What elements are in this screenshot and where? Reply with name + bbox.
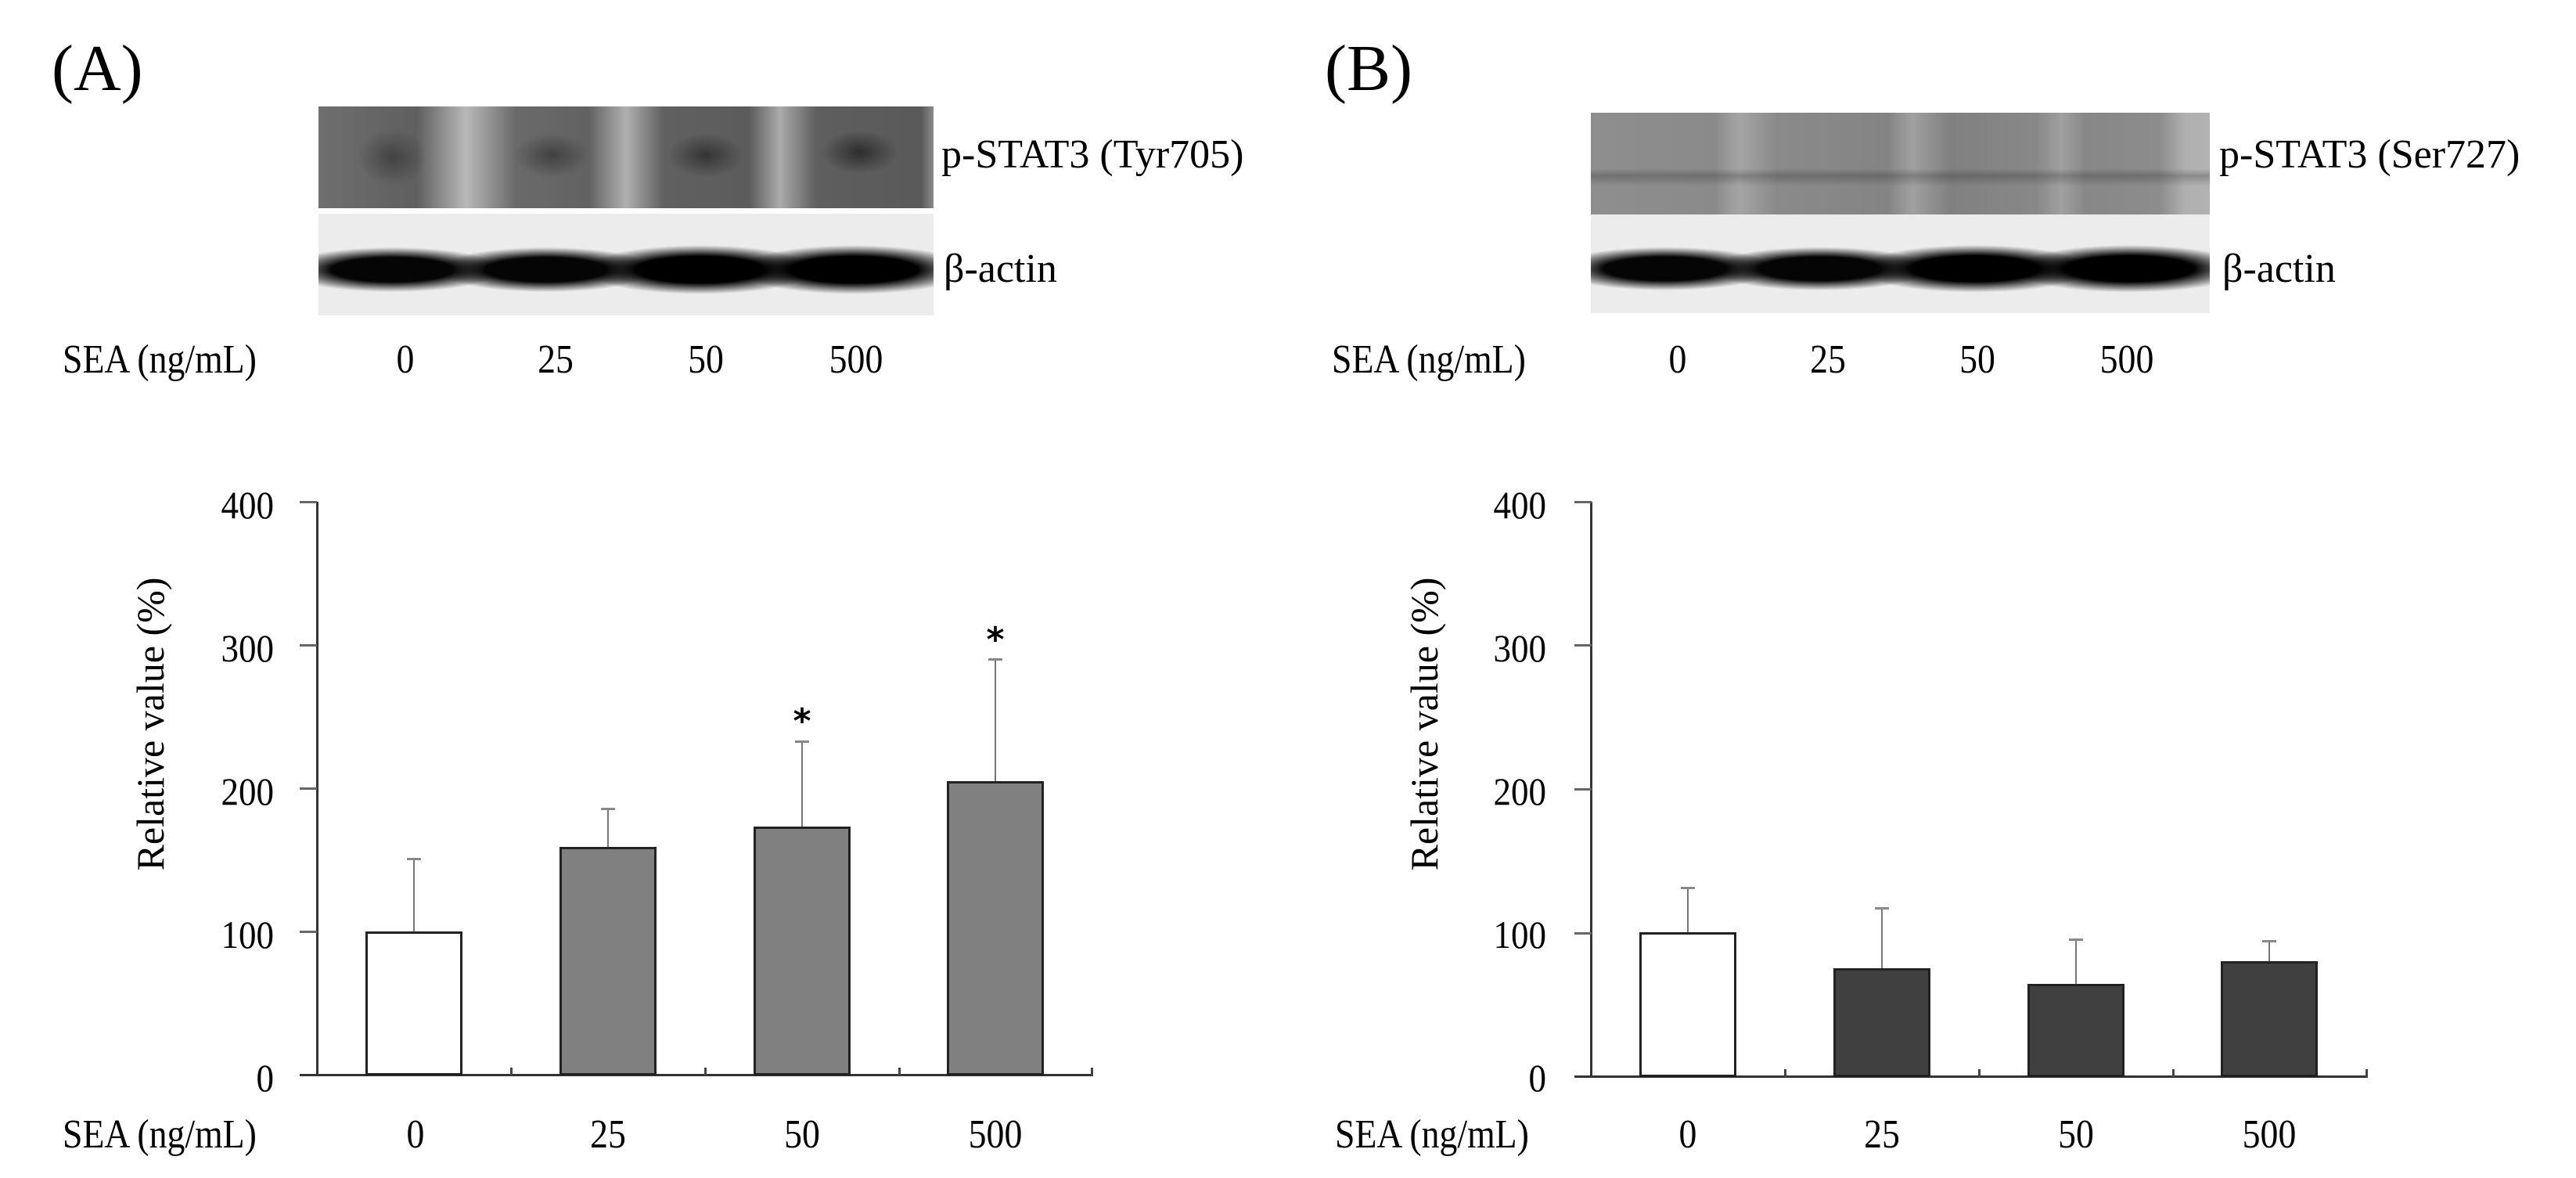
blot-band-beta-actin-b [1591, 214, 2210, 313]
x-tick-label: 50 [2058, 1112, 2094, 1157]
y-tick [300, 787, 317, 790]
x-tick-label: 500 [2242, 1112, 2297, 1157]
blot-label-pstat3-ser727: p-STAT3 (Ser727) [2219, 132, 2520, 177]
y-tick-label: 300 [1493, 626, 1547, 670]
y-tick-label: 0 [256, 1056, 275, 1100]
y-tick [300, 931, 317, 933]
error-bar [1687, 888, 1689, 932]
error-bar [2268, 941, 2270, 961]
error-bar-cap [2262, 940, 2276, 942]
y-tick [1574, 932, 1592, 935]
x-tick [2366, 1069, 2368, 1077]
lane-label: 25 [538, 337, 574, 382]
x-axis-title-a: SEA (ng/mL) [63, 1112, 257, 1157]
x-axis-b [1574, 1075, 2368, 1078]
error-bar-cap [795, 740, 809, 743]
x-tick-label: 50 [784, 1112, 820, 1157]
y-tick-label: 400 [1493, 483, 1547, 527]
x-tick-label: 25 [590, 1112, 626, 1157]
error-bar-cap [1681, 887, 1695, 889]
y-axis-title-b: Relative value (%) [1402, 577, 1446, 871]
blot-label-pstat3-tyr705: p-STAT3 (Tyr705) [941, 132, 1244, 177]
error-bar-cap [601, 808, 615, 810]
x-tick [510, 1068, 513, 1075]
bar-b-25 [1833, 968, 1930, 1077]
lane-label: 25 [1810, 337, 1846, 382]
blot-label-beta-actin-b: β-actin [2222, 247, 2336, 291]
x-tick-label: 25 [1864, 1112, 1900, 1157]
lane-label: 500 [829, 337, 883, 382]
error-bar [413, 859, 415, 931]
error-bar [801, 741, 803, 827]
y-tick [1574, 644, 1592, 647]
x-tick-label: 0 [406, 1112, 425, 1157]
lane-label: 0 [396, 337, 415, 382]
x-tick [1978, 1069, 1981, 1077]
lane-label: 500 [2099, 337, 2154, 382]
y-tick-label: 400 [221, 483, 275, 527]
bar-a-500 [947, 781, 1044, 1075]
y-tick-label: 100 [1493, 913, 1547, 956]
error-bar [1881, 908, 1883, 968]
error-bar-cap [2069, 938, 2083, 941]
panel-a-letter: (A) [52, 32, 143, 105]
y-tick-label: 300 [221, 626, 275, 670]
panel-b-letter: (B) [1325, 32, 1412, 105]
bar-b-500 [2221, 961, 2318, 1077]
error-bar [607, 809, 609, 847]
bar-b-0 [1639, 932, 1736, 1077]
bar-b-50 [2027, 984, 2124, 1077]
x-tick-label: 0 [1678, 1112, 1697, 1157]
x-tick [898, 1068, 901, 1075]
y-tick [300, 501, 317, 503]
bar-a-25 [559, 847, 657, 1075]
y-tick-label: 200 [1493, 769, 1547, 813]
blot-band-beta-actin-a [318, 214, 934, 315]
blot-label-beta-actin-a: β-actin [944, 247, 1057, 291]
y-tick-label: 200 [221, 769, 275, 813]
y-axis-title-a: Relative value (%) [128, 577, 172, 871]
x-tick-label: 500 [968, 1112, 1023, 1157]
y-tick-label: 100 [221, 913, 275, 956]
y-tick-label: 0 [1528, 1056, 1547, 1100]
bar-a-0 [365, 931, 462, 1075]
x-tick [1091, 1068, 1093, 1075]
x-tick [704, 1068, 707, 1075]
lane-label: 50 [688, 337, 724, 382]
blot-band-pstat3-tyr705 [318, 106, 934, 208]
error-bar-cap [1875, 907, 1889, 910]
blot-row-title-b: SEA (ng/mL) [1332, 337, 1526, 382]
error-bar [995, 659, 996, 781]
x-axis-title-b: SEA (ng/mL) [1335, 1112, 1529, 1157]
error-bar [2075, 939, 2077, 984]
bar-a-50 [754, 827, 851, 1075]
error-bar-cap [988, 658, 1002, 661]
x-axis-a [300, 1074, 1093, 1076]
lane-label: 50 [1959, 337, 1995, 382]
blot-band-pstat3-ser727 [1591, 113, 2210, 214]
y-tick [300, 644, 317, 647]
y-axis-a [316, 502, 318, 1076]
y-tick [1574, 501, 1592, 503]
lane-label: 0 [1668, 337, 1687, 382]
blot-row-title-a: SEA (ng/mL) [63, 337, 257, 382]
significance-marker: * [986, 620, 1005, 660]
x-tick [1784, 1069, 1786, 1077]
significance-marker: * [793, 701, 811, 741]
x-tick [2172, 1069, 2175, 1077]
error-bar-cap [407, 858, 421, 860]
y-tick [1574, 788, 1592, 791]
